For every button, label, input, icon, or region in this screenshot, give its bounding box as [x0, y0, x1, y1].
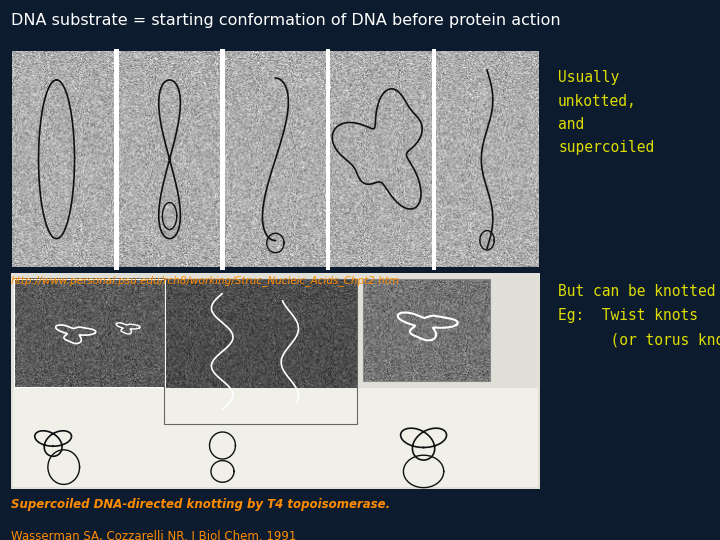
Text: DNA substrate = starting conformation of DNA before protein action: DNA substrate = starting conformation of… — [11, 14, 560, 29]
Text: Supercoiled DNA-directed knotting by T4 topoisomerase.: Supercoiled DNA-directed knotting by T4 … — [11, 498, 390, 511]
Bar — [114, 49, 119, 270]
Bar — [432, 49, 436, 270]
Bar — [14, 279, 165, 387]
Bar — [326, 49, 330, 270]
Bar — [220, 49, 225, 270]
Text: http://www.personal.psu.edu/rch8/working/Struc_Nucleic_Acids_Chpt2.htm: http://www.personal.psu.edu/rch8/working… — [11, 275, 400, 286]
Bar — [13, 388, 538, 487]
Text: Wasserman SA, Cozzarelli NR. J Biol Chem. 1991: Wasserman SA, Cozzarelli NR. J Biol Chem… — [11, 530, 296, 540]
Text: But can be knotted
Eg:  Twist knots
      (or torus knots/links): But can be knotted Eg: Twist knots (or t… — [558, 284, 720, 348]
Bar — [164, 279, 357, 424]
Bar — [363, 279, 490, 381]
Bar — [11, 273, 540, 489]
Text: Usually
unkotted,
and
supercoiled: Usually unkotted, and supercoiled — [558, 70, 654, 156]
